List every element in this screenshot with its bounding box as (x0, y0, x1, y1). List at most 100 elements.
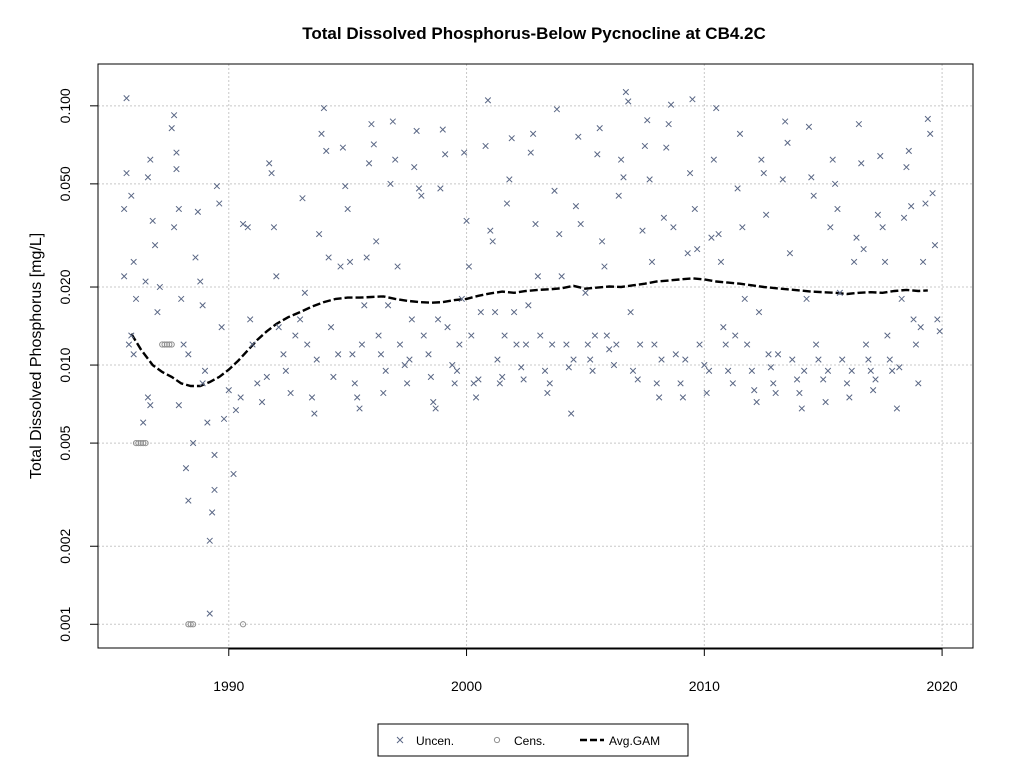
uncen-point (308, 394, 316, 401)
uncen-point (570, 356, 577, 363)
uncen-point (363, 254, 370, 261)
uncen-point (358, 341, 366, 348)
uncen-point (373, 238, 380, 245)
uncen-point (862, 341, 870, 348)
uncen-point (173, 165, 180, 173)
uncen-point (884, 332, 891, 339)
uncen-point (743, 341, 751, 348)
uncen-point (765, 351, 772, 358)
uncen-point (572, 203, 580, 210)
uncen-point (270, 224, 278, 231)
y-tick-label: 0.005 (57, 425, 73, 460)
uncen-point (142, 278, 149, 285)
uncen-point (470, 380, 477, 387)
uncen-point (282, 367, 289, 374)
uncen-point (717, 258, 725, 266)
uncen-point (403, 380, 411, 387)
uncen-point (465, 263, 473, 270)
uncen-point (439, 126, 446, 133)
uncen-point (924, 115, 931, 123)
uncen-point (501, 332, 508, 339)
uncen-point (917, 324, 924, 331)
uncen-point (663, 144, 670, 151)
cens-point (142, 439, 149, 447)
uncen-point (629, 367, 637, 374)
x-tick-label: 2010 (689, 678, 720, 694)
uncen-point (487, 227, 494, 234)
uncen-point (596, 125, 603, 132)
uncen-point (453, 367, 461, 374)
uncen-point (130, 258, 137, 266)
uncen-point (872, 376, 879, 383)
uncen-point (936, 328, 943, 335)
uncen-point (929, 190, 936, 197)
uncen-point (463, 217, 470, 225)
uncen-point (577, 220, 584, 228)
uncen-point (772, 389, 779, 397)
uncen-point (660, 214, 668, 221)
uncen-point (513, 341, 520, 348)
uncen-point (770, 380, 777, 387)
legend-cens-label: Cens. (514, 734, 545, 748)
uncen-point (710, 156, 717, 163)
uncen-point (934, 316, 941, 323)
uncen-point (375, 332, 382, 339)
uncen-point (689, 96, 696, 103)
uncen-point (311, 410, 318, 417)
uncen-point (834, 205, 841, 213)
uncen-point (296, 316, 304, 323)
uncen-point (451, 380, 458, 387)
censored-points (132, 341, 247, 628)
gam-line (130, 277, 928, 388)
uncen-point (292, 332, 299, 339)
uncen-point (708, 234, 715, 241)
uncen-point (796, 389, 803, 397)
uncen-point (508, 135, 515, 142)
uncen-point (401, 361, 408, 369)
uncen-point (900, 214, 908, 221)
uncen-point (458, 295, 465, 303)
uncen-point (185, 497, 192, 504)
uncen-point (820, 376, 827, 383)
uncen-point (589, 367, 596, 374)
uncen-point (258, 398, 266, 406)
uncen-point (140, 419, 147, 426)
uncen-point (591, 332, 599, 339)
uncen-point (472, 394, 480, 401)
uncen-point (615, 192, 622, 199)
uncen-point (356, 405, 363, 412)
uncen-point (491, 308, 499, 316)
uncen-point (430, 398, 437, 406)
uncen-point (280, 351, 287, 358)
uncen-point (808, 174, 815, 181)
uncen-point (370, 141, 377, 148)
uncen-point (503, 200, 511, 207)
plot-frame (97, 63, 974, 649)
uncen-point (382, 367, 389, 374)
uncen-point (644, 117, 651, 124)
uncen-point (722, 341, 729, 348)
legend-box (377, 723, 689, 757)
uncen-point (525, 302, 532, 309)
uncen-point (786, 250, 794, 257)
uncen-point (915, 380, 922, 387)
uncen-point (266, 160, 273, 167)
uncen-point (732, 332, 739, 339)
uncen-point (582, 289, 589, 296)
uncen-point (741, 295, 748, 303)
uncen-point (575, 133, 582, 140)
uncen-point (858, 160, 865, 167)
uncen-point (149, 217, 156, 225)
uncen-point (810, 192, 817, 199)
uncen-point (337, 263, 344, 270)
uncen-point (677, 380, 684, 387)
uncen-point (658, 356, 665, 363)
y-tick-label: 0.050 (57, 166, 73, 201)
x-tick-label: 1990 (213, 678, 244, 694)
uncen-point (734, 185, 741, 192)
uncen-point (753, 398, 760, 406)
uncen-point (551, 187, 558, 194)
uncen-point (836, 289, 844, 296)
uncen-point (506, 176, 513, 183)
y-axis: 0.001 0.002 0.005 0.010 0.020 0.050 0.100 (57, 88, 98, 642)
